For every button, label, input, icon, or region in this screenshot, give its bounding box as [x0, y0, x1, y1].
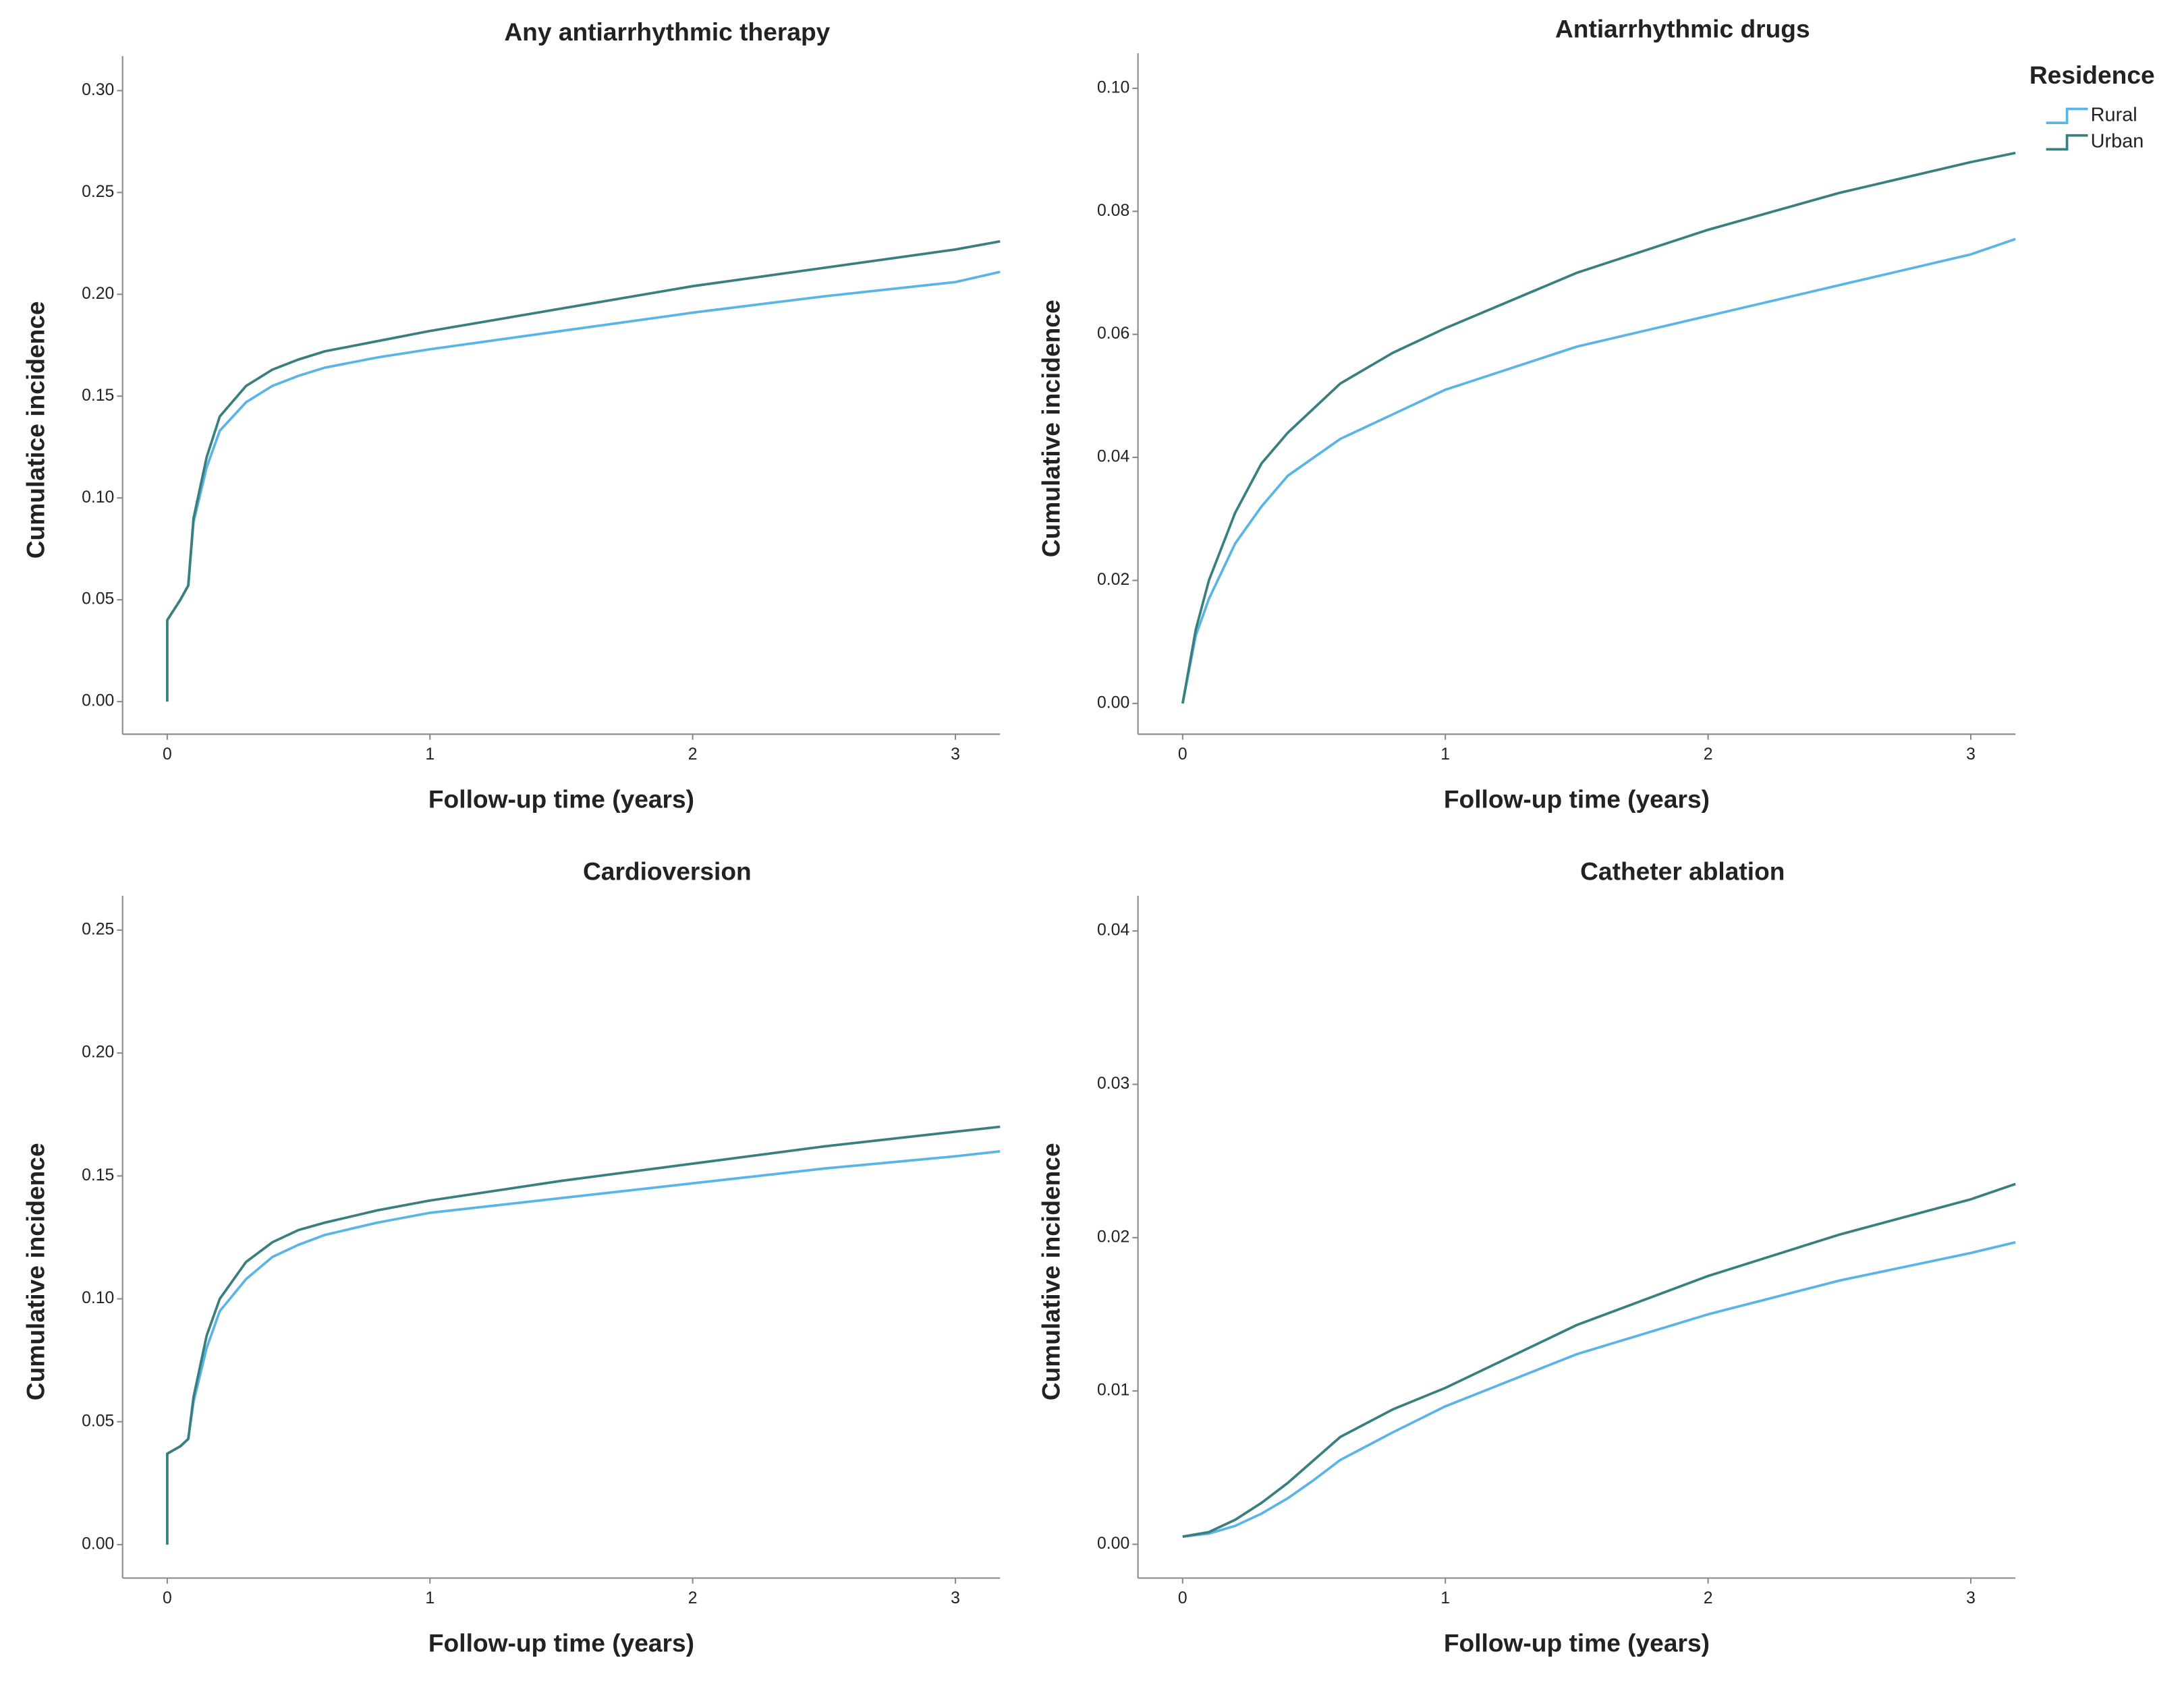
legend-label: Rural — [2091, 104, 2137, 125]
x-tick-label: 0 — [163, 1589, 172, 1607]
x-axis-label: Follow-up time (years) — [428, 784, 694, 813]
y-tick-label: 0.10 — [1097, 78, 1129, 96]
x-tick-label: 1 — [425, 745, 435, 764]
series-line — [1182, 1182, 2016, 1538]
y-tick-label: 0.08 — [1097, 202, 1129, 220]
y-axis-label: Cumulative incidence — [22, 1143, 50, 1400]
y-tick-label: 0.02 — [1097, 1228, 1129, 1246]
series-line — [1181, 237, 2016, 704]
y-tick-label: 0.01 — [1097, 1381, 1129, 1400]
y-tick-label: 0.20 — [82, 1043, 114, 1062]
y-tick-label: 0.15 — [82, 1166, 114, 1184]
legend-swatch — [2046, 134, 2088, 151]
y-tick-label: 0.00 — [1097, 693, 1129, 712]
y-tick-label: 0.15 — [82, 387, 114, 405]
y-tick-label: 0.00 — [1097, 1535, 1129, 1553]
chart-title: Cardioversion — [583, 857, 752, 886]
legend-label: Urban — [2091, 131, 2144, 152]
x-tick-label: 0 — [1178, 1589, 1187, 1607]
series-line — [1181, 151, 2016, 704]
x-tick-label: 1 — [1440, 1589, 1450, 1607]
x-tick-label: 2 — [1704, 1589, 1713, 1607]
y-tick-label: 0.30 — [82, 81, 114, 99]
x-axis-label: Follow-up time (years) — [1444, 1628, 1710, 1657]
x-tick-label: 3 — [951, 745, 960, 764]
x-tick-label: 3 — [1966, 1589, 1976, 1607]
x-tick-label: 3 — [1966, 745, 1976, 764]
y-tick-label: 0.03 — [1097, 1075, 1129, 1093]
x-axis-label: Follow-up time (years) — [1444, 784, 1710, 813]
y-tick-label: 0.25 — [82, 920, 114, 938]
series-line — [166, 1150, 1001, 1545]
y-tick-label: 0.10 — [82, 1289, 114, 1307]
x-axis-label: Follow-up time (years) — [428, 1628, 694, 1657]
y-tick-label: 0.00 — [82, 1535, 114, 1553]
y-axis-label: Cumulative incidence — [1037, 1143, 1065, 1400]
chart-title: Catheter ablation — [1580, 857, 1785, 886]
y-axis-label: Cumulative incidence — [1037, 299, 1065, 557]
y-tick-label: 0.25 — [82, 183, 114, 201]
y-tick-label: 0.04 — [1097, 448, 1129, 466]
y-tick-label: 0.20 — [82, 285, 114, 303]
y-tick-label: 0.06 — [1097, 324, 1129, 343]
legend-swatch — [2046, 107, 2088, 125]
y-tick-label: 0.04 — [1097, 921, 1129, 940]
chart-title: Any antiarrhythmic therapy — [504, 18, 830, 46]
series-line — [166, 1125, 1001, 1545]
x-tick-label: 1 — [425, 1589, 435, 1607]
series-line — [166, 270, 1001, 702]
y-tick-label: 0.00 — [82, 692, 114, 710]
series-line — [166, 239, 1001, 702]
legend-title: Residence — [2029, 61, 2155, 89]
y-tick-label: 0.10 — [82, 488, 114, 507]
y-axis-label: Cumulatice incidence — [22, 301, 50, 559]
chart-title: Antiarrhythmic drugs — [1555, 15, 1810, 43]
x-tick-label: 2 — [688, 1589, 698, 1607]
y-tick-label: 0.02 — [1097, 571, 1129, 589]
y-tick-label: 0.05 — [82, 590, 114, 608]
x-tick-label: 0 — [163, 745, 172, 764]
x-tick-label: 2 — [688, 745, 698, 764]
y-tick-label: 0.05 — [82, 1412, 114, 1430]
x-tick-label: 1 — [1440, 745, 1450, 764]
series-line — [1182, 1240, 2016, 1538]
x-tick-label: 0 — [1178, 745, 1187, 764]
x-tick-label: 3 — [951, 1589, 960, 1607]
x-tick-label: 2 — [1704, 745, 1713, 764]
